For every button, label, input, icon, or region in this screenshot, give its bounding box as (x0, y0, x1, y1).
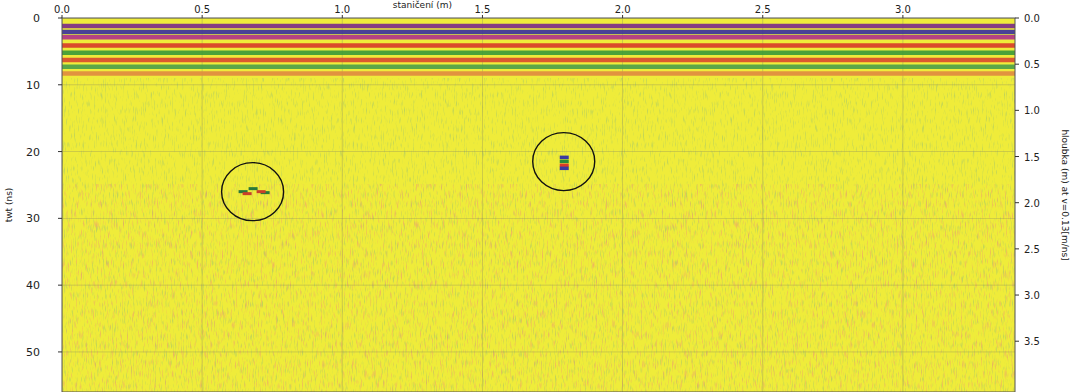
grid-line (62, 351, 1015, 352)
tick (1015, 110, 1019, 111)
reflection-band (62, 50, 1015, 55)
tick-label: 3.0 (895, 4, 911, 15)
tick (58, 285, 62, 286)
tick (622, 15, 623, 18)
anomaly-signal (560, 164, 569, 168)
grid-line (62, 285, 1015, 286)
tick-label: 2.0 (1024, 198, 1040, 209)
tick (58, 18, 62, 19)
tick-label: 3.0 (1024, 290, 1040, 301)
tick-label: 10 (26, 79, 40, 92)
reflection-band (62, 30, 1015, 35)
tick-label: 1.0 (334, 4, 350, 15)
anomaly-signal (560, 156, 569, 160)
tick (1015, 248, 1019, 249)
tick (1015, 341, 1019, 342)
texture (62, 78, 1015, 392)
anomaly-circle (533, 133, 595, 191)
tick (902, 15, 903, 18)
tick-label: 1.5 (1024, 152, 1040, 163)
tick-label: 0.5 (194, 4, 210, 15)
anomaly-signal (257, 190, 266, 193)
tick (762, 15, 763, 18)
tick-label: 2.5 (755, 4, 771, 15)
reflection-band (62, 35, 1015, 40)
tick-label: 2.5 (1024, 244, 1040, 255)
tick (58, 151, 62, 152)
tick (342, 15, 343, 18)
tick (1015, 156, 1019, 157)
axis-label: twt (ns) (4, 188, 14, 223)
grid-line (62, 218, 1015, 219)
tick (202, 15, 203, 18)
tick-label: 1.5 (474, 4, 490, 15)
anomaly-signal (560, 167, 569, 171)
plot-area (62, 18, 1015, 392)
grid-line (62, 84, 1015, 85)
anomaly (533, 133, 595, 191)
reflection-band (62, 43, 1015, 48)
grid-line (62, 151, 1015, 152)
anomaly-circle (222, 163, 284, 221)
background (62, 18, 1015, 392)
reflection-band (62, 58, 1015, 63)
axis-label: staničení (m) (393, 0, 452, 10)
tick-label: 20 (26, 146, 40, 159)
tick-label: 50 (26, 346, 40, 359)
tick (482, 15, 483, 18)
reflection-band (62, 24, 1015, 29)
tick-label: 2.0 (615, 4, 631, 15)
anomaly-signal (249, 187, 258, 190)
tick-label: 0 (33, 12, 40, 25)
chart: 0.0 0.5 1.0 1.5 2.0 2.5 3.0 staničení (m) 0 10 20 3… (0, 0, 1078, 392)
tick (1015, 295, 1019, 296)
tick-label: 3.5 (1024, 336, 1040, 347)
frame (62, 18, 1015, 392)
tick-label: 0.5 (1024, 59, 1040, 70)
reflection-band (62, 65, 1015, 70)
axis-label: hloubka (m) at v=0.13[m/ns] (1060, 129, 1070, 260)
tick-label: 1.0 (1024, 105, 1040, 116)
reflection-band (62, 71, 1015, 76)
texture (62, 185, 1015, 392)
tick (1015, 202, 1019, 203)
tick (58, 84, 62, 85)
tick-label: 40 (26, 279, 40, 292)
tick (58, 351, 62, 352)
tick (1015, 18, 1019, 19)
anomaly (222, 163, 284, 221)
tick-label: 0.0 (54, 4, 70, 15)
tick (58, 218, 62, 219)
tick-label: 30 (26, 212, 40, 225)
anomaly-signal (560, 160, 569, 164)
anomaly-signal (243, 192, 252, 195)
tick (1015, 64, 1019, 65)
tick-label: 0.0 (1024, 13, 1040, 24)
